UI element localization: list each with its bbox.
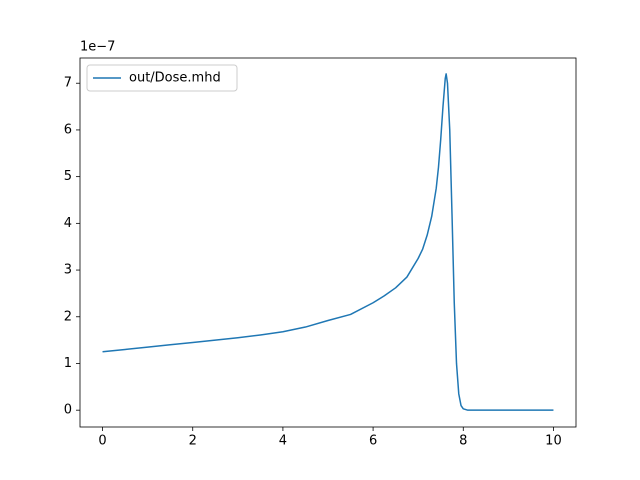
y-tick-label: 6	[64, 122, 72, 137]
y-tick-label: 0	[64, 403, 72, 418]
x-tick-label: 0	[98, 434, 106, 449]
x-tick-label: 8	[459, 434, 467, 449]
offset-text: 1e−7	[80, 40, 115, 55]
x-tick-label: 10	[545, 434, 562, 449]
legend-box	[86, 64, 238, 92]
y-tick-label: 7	[64, 76, 72, 91]
x-tick-label: 6	[369, 434, 377, 449]
y-tick-label: 3	[64, 263, 72, 278]
x-tick-label: 4	[279, 434, 287, 449]
y-tick-label: 1	[64, 356, 72, 371]
y-tick-label: 2	[64, 309, 72, 324]
data-line	[102, 73, 554, 411]
legend-label: out/Dose.mhd	[129, 71, 221, 86]
axes-frame	[79, 57, 577, 428]
y-tick-label: 4	[64, 216, 72, 231]
x-tick-label: 2	[189, 434, 197, 449]
y-tick-label: 5	[64, 169, 72, 184]
